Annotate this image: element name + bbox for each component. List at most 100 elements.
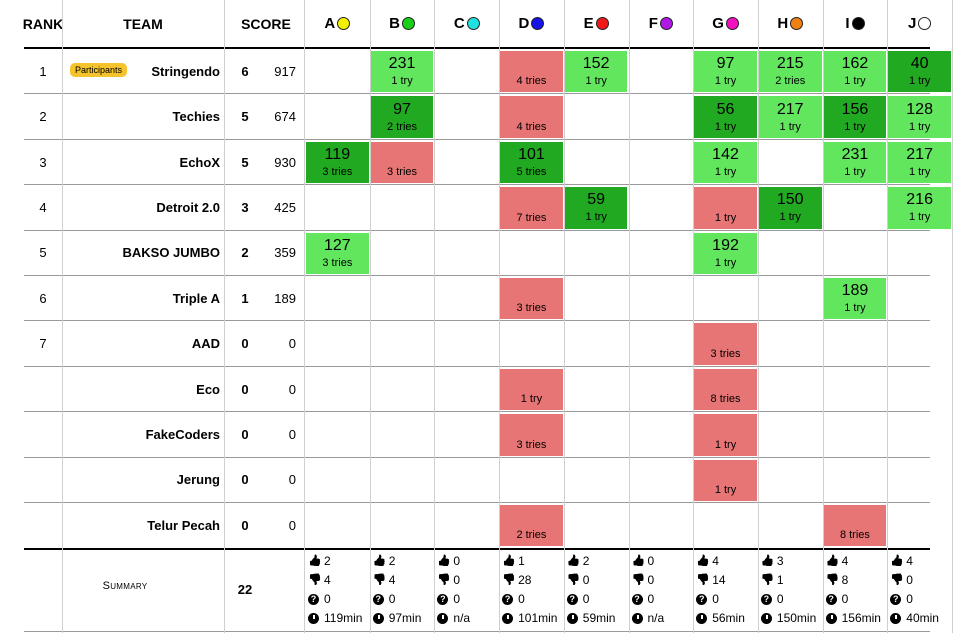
header-rank[interactable]: RANK xyxy=(22,15,64,32)
problem-cell-e[interactable]: 152 1 try xyxy=(564,51,628,93)
problem-cell-h[interactable]: 217 1 try xyxy=(758,96,822,138)
header-problem-c[interactable]: C xyxy=(434,0,499,47)
problem-cell-d[interactable]: 4 tries xyxy=(500,96,563,138)
header-problem-j[interactable]: J xyxy=(887,0,952,47)
problem-cell-g[interactable]: 192 1 try xyxy=(694,232,757,274)
problem-cell-d[interactable]: 101 5 tries xyxy=(500,141,563,184)
team-rank: 4 xyxy=(39,199,47,215)
problem-cell-i[interactable]: 156 1 try xyxy=(823,96,887,138)
team-name[interactable]: EchoX xyxy=(179,154,220,170)
header-problem-f[interactable]: F xyxy=(629,0,694,47)
problem-label: A xyxy=(324,15,336,32)
problem-cell-a[interactable]: 127 3 tries xyxy=(306,232,369,274)
problem-cell-b[interactable]: 231 1 try xyxy=(370,51,434,93)
thumbs-up-icon: 👍 xyxy=(308,555,322,567)
team-name[interactable]: Jerung xyxy=(176,472,220,488)
summary-first-solve: n/a xyxy=(647,611,665,625)
header-problem-g[interactable]: G xyxy=(693,0,758,47)
problem-cell-b[interactable]: 97 2 tries xyxy=(370,96,434,138)
problem-cell-d[interactable]: 3 tries xyxy=(500,414,563,456)
summary-line: 👎 8 xyxy=(826,571,887,590)
try-count: 3 tries xyxy=(516,302,547,315)
summary-rejected: 0 xyxy=(453,573,461,587)
problem-cell-g[interactable]: 8 tries xyxy=(694,368,757,411)
try-count: 8 tries xyxy=(710,393,741,406)
team-penalty-time: 0 xyxy=(288,426,296,442)
problem-cell-g[interactable]: 97 1 try xyxy=(694,51,757,93)
header-score[interactable]: SCORE xyxy=(241,15,291,32)
try-count: 3 tries xyxy=(387,166,418,179)
summary-line: n/a xyxy=(437,609,498,628)
header-problem-a[interactable]: A xyxy=(305,0,370,47)
team-name[interactable]: FakeCoders xyxy=(145,426,220,442)
problem-cell-i[interactable]: 162 1 try xyxy=(823,51,887,93)
problem-cell-i[interactable]: 231 1 try xyxy=(823,141,887,184)
problem-cell-d[interactable]: 2 tries xyxy=(500,505,563,547)
problem-cell-d[interactable]: 4 tries xyxy=(500,51,563,93)
problem-cell-g[interactable]: 1 try xyxy=(694,187,757,229)
team-name[interactable]: Stringendo xyxy=(151,63,220,79)
header-problem-d[interactable]: D xyxy=(499,0,564,47)
try-count: 1 try xyxy=(585,75,607,88)
header-problem-b[interactable]: B xyxy=(370,0,435,47)
header-team[interactable]: TEAM xyxy=(123,15,163,32)
team-solved-count: 0 xyxy=(241,517,249,533)
problem-cell-e[interactable]: 59 1 try xyxy=(564,187,628,229)
summary-line: ? 0 xyxy=(825,590,887,609)
problem-label: G xyxy=(712,15,724,32)
summary-rejected: 8 xyxy=(841,573,849,587)
summary-line: ? 0 xyxy=(502,590,563,609)
summary-first-solve: 59min xyxy=(582,611,616,625)
problem-cell-j[interactable]: 40 1 try xyxy=(888,51,951,93)
problem-cell-d[interactable]: 3 tries xyxy=(500,278,563,320)
summary-rejected: 0 xyxy=(647,573,655,587)
summary-pending: 0 xyxy=(388,592,396,606)
summary-line: n/a xyxy=(631,609,693,628)
problem-cell-h[interactable]: 150 1 try xyxy=(758,187,822,229)
problem-balloon-icon xyxy=(337,17,351,30)
summary-line: 👍 0 xyxy=(437,552,498,571)
thumbs-down-icon: 👎 xyxy=(890,574,904,586)
question-icon: ? xyxy=(890,594,902,605)
problem-cell-i[interactable]: 189 1 try xyxy=(823,278,887,320)
team-name[interactable]: Telur Pecah xyxy=(147,517,220,533)
summary-line: 156min xyxy=(825,609,887,628)
solve-time: 142 xyxy=(712,145,739,163)
problem-cell-j[interactable]: 128 1 try xyxy=(888,96,951,138)
team-name[interactable]: AAD xyxy=(191,336,220,352)
problem-cell-d[interactable]: 7 tries xyxy=(500,187,563,229)
problem-cell-h[interactable]: 215 2 tries xyxy=(758,51,822,93)
team-name[interactable]: Triple A xyxy=(172,290,220,306)
summary-line: 150min xyxy=(760,609,822,628)
solve-time: 150 xyxy=(776,191,804,209)
team-name[interactable]: BAKSO JUMBO xyxy=(122,245,220,261)
header-problem-e[interactable]: E xyxy=(564,0,629,47)
try-count: 4 tries xyxy=(516,120,547,133)
thumbs-down-icon: 👎 xyxy=(502,574,516,586)
problem-cell-j[interactable]: 216 1 try xyxy=(888,187,951,229)
problem-cell-i[interactable]: 8 tries xyxy=(823,505,887,547)
problem-cell-j[interactable]: 217 1 try xyxy=(888,141,951,184)
summary-line: ? 0 xyxy=(631,590,693,609)
try-count: 1 try xyxy=(844,75,866,88)
problem-cell-g[interactable]: 56 1 try xyxy=(694,96,757,138)
header-problem-i[interactable]: I xyxy=(823,0,888,47)
column-divider xyxy=(304,0,305,633)
problem-cell-g[interactable]: 3 tries xyxy=(694,323,757,365)
team-name[interactable]: Techies xyxy=(172,109,220,125)
summary-accepted: 2 xyxy=(582,554,590,568)
header-problem-h[interactable]: H xyxy=(758,0,823,47)
problem-cell-g[interactable]: 1 try xyxy=(694,459,757,501)
column-divider xyxy=(62,0,63,633)
team-name[interactable]: Detroit 2.0 xyxy=(156,199,220,215)
problem-cell-g[interactable]: 1 try xyxy=(694,414,757,456)
problem-cell-b[interactable]: 3 tries xyxy=(370,141,434,184)
problem-cell-g[interactable]: 142 1 try xyxy=(694,141,757,184)
summary-line: 👍 4 xyxy=(826,552,887,571)
problem-cell-a[interactable]: 119 3 tries xyxy=(306,141,369,184)
problem-cell-d[interactable]: 1 try xyxy=(500,368,563,411)
team-name[interactable]: Eco xyxy=(196,381,220,397)
thumbs-up-icon: 👍 xyxy=(696,555,710,567)
summary-pending: 0 xyxy=(776,592,784,606)
problem-balloon-icon xyxy=(466,17,480,30)
